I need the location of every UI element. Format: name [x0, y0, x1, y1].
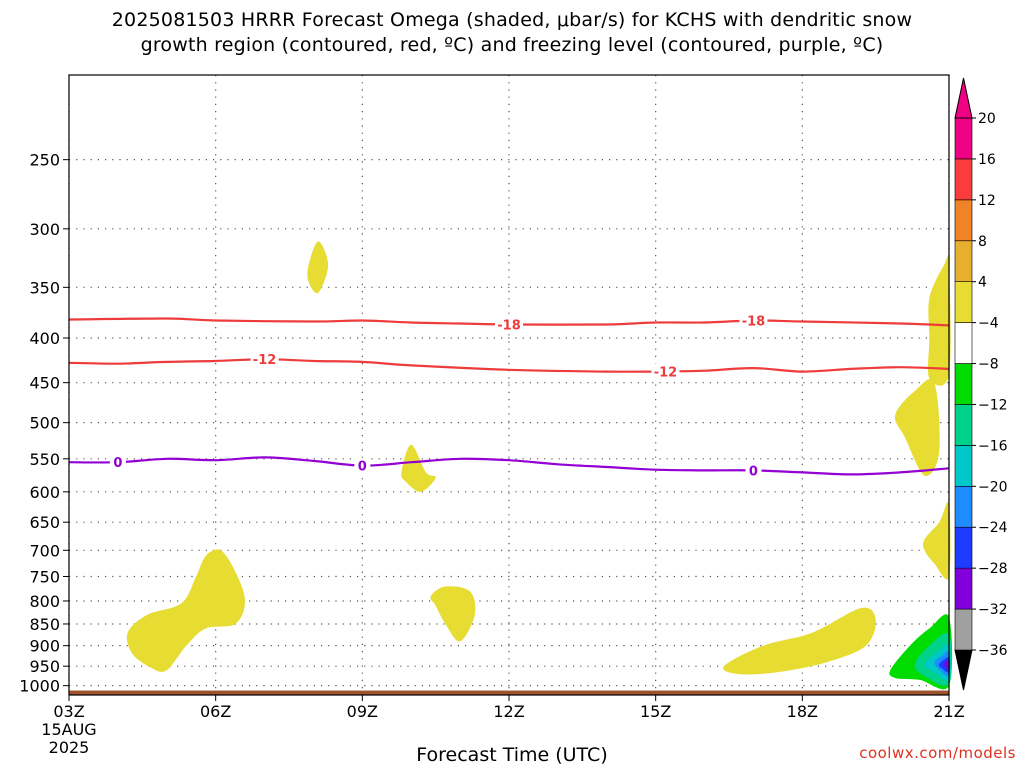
- x-tick-date: 15AUG: [41, 720, 96, 739]
- chart-title-line2: growth region (contoured, red, ºC) and f…: [140, 34, 884, 56]
- dgz-contour--12: [68, 358, 950, 373]
- dgz-label-bg--12-0: [250, 351, 279, 368]
- y-tick-label-350: 350: [29, 278, 60, 297]
- colorbar-label-8: 8: [978, 234, 987, 250]
- colorbar-label--16: −16: [978, 438, 1008, 454]
- freezing-label-2: 0: [749, 464, 758, 479]
- y-tick-label-300: 300: [29, 220, 60, 239]
- y-tick-label-900: 900: [29, 637, 60, 656]
- freezing-contour-0: [68, 456, 950, 476]
- colorbar-segment-3: [954, 486, 973, 528]
- dgz-label--18-0: -18: [497, 318, 521, 333]
- omega-region-14: [944, 659, 950, 670]
- colorbar-bottom-triangle: [954, 649, 973, 691]
- chart-title: 2025081503 HRRR Forecast Omega (shaded, …: [0, 8, 1024, 58]
- freezing-label-1: 0: [358, 460, 367, 475]
- omega-region-5: [894, 378, 940, 477]
- omega-region-7: [927, 255, 951, 386]
- x-axis-label: Forecast Time (UTC): [416, 744, 608, 766]
- y-tick-label-600: 600: [29, 483, 60, 502]
- x-tick-label-12Z: 12Z: [493, 702, 524, 721]
- x-tick-label-15Z: 15Z: [640, 702, 671, 721]
- y-axis-ticks: 250 300 350 400 450 500 550 600 650 700 750 800 850 9…: [19, 151, 69, 696]
- colorbar-label-16: 16: [978, 152, 996, 168]
- freezing-label-bg-0: [109, 454, 126, 471]
- colorbar-label--12: −12: [978, 397, 1008, 413]
- omega-region-4: [723, 607, 876, 675]
- freezing-label-0: 0: [113, 456, 122, 471]
- colorbar-label--24: −24: [978, 520, 1008, 536]
- grid: [68, 75, 950, 695]
- y-tick-label-500: 500: [29, 414, 60, 433]
- colorbar-label--32: −32: [978, 602, 1008, 618]
- dgz-label--12-0: -12: [253, 353, 277, 368]
- colorbar-label--4: −4: [978, 316, 999, 332]
- dgz-label-bg--18-1: [739, 312, 768, 329]
- omega-region-1: [307, 241, 329, 294]
- y-tick-label-250: 250: [29, 151, 60, 170]
- freezing-label-bg-1: [354, 457, 371, 474]
- y-tick-label-650: 650: [29, 513, 60, 532]
- omega-region-2: [401, 444, 436, 492]
- dgz-label--12-1: -12: [654, 365, 678, 380]
- omega-shading: [126, 241, 953, 690]
- dgz-label-bg--18-0: [495, 316, 523, 333]
- y-tick-label-700: 700: [29, 541, 60, 560]
- colorbar-segment-5: [954, 404, 973, 446]
- x-tick-label-18Z: 18Z: [787, 702, 818, 721]
- y-tick-label-750: 750: [29, 567, 60, 586]
- colorbar-label-4: 4: [978, 275, 987, 291]
- colorbar-label--36: −36: [978, 643, 1008, 659]
- omega-region-0: [126, 549, 245, 672]
- y-tick-label-400: 400: [29, 329, 60, 348]
- colorbar-segment-11: [954, 158, 973, 201]
- colorbar-segment-2: [954, 526, 973, 569]
- colorbar-segment-0: [954, 608, 973, 651]
- colorbar-segment-10: [954, 199, 973, 242]
- colorbar-label-12: 12: [978, 193, 996, 209]
- y-tick-label-950: 950: [29, 657, 60, 676]
- colorbar-segment-8: [954, 281, 973, 323]
- dgz-label-bg--12-1: [651, 363, 680, 380]
- colorbar-label--28: −28: [978, 561, 1008, 577]
- colorbar-segment-6: [954, 363, 973, 405]
- colorbar-top-triangle: [954, 77, 973, 119]
- y-tick-label-800: 800: [29, 592, 60, 611]
- omega-region-6: [923, 502, 951, 580]
- freezing-label-bg-2: [745, 462, 762, 479]
- y-tick-label-1000: 1000: [19, 677, 60, 696]
- omega-region-3: [430, 586, 476, 642]
- dgz-label--18-1: -18: [742, 315, 766, 330]
- credit-link[interactable]: coolwx.com/models: [859, 744, 1016, 762]
- colorbar-label--20: −20: [978, 479, 1008, 495]
- x-tick-year: 2025: [49, 738, 90, 757]
- x-tick-label-06Z: 06Z: [200, 702, 231, 721]
- colorbar-segment-7: [954, 322, 973, 364]
- colorbar: −36 −32 −28 −24 −20 −16 −12 −8 −4 4 8 12 16 20: [954, 77, 1008, 691]
- chart-title-line1: 2025081503 HRRR Forecast Omega (shaded, …: [111, 9, 913, 31]
- colorbar-label-20: 20: [978, 111, 996, 127]
- temperature-contours: -18 -18 -12 -12 0 0 0: [68, 312, 950, 479]
- colorbar-segment-4: [954, 445, 973, 487]
- ground-fill: [69, 690, 949, 695]
- y-tick-label-550: 550: [29, 450, 60, 469]
- ground-layer: [69, 690, 949, 695]
- x-tick-label-03Z: 03Z: [53, 702, 84, 721]
- colorbar-label--8: −8: [978, 357, 999, 373]
- x-tick-label-21Z: 21Z: [933, 702, 964, 721]
- colorbar-segment-12: [954, 117, 973, 160]
- colorbar-segment-9: [954, 240, 973, 282]
- colorbar-segment-1: [954, 567, 973, 610]
- x-tick-label-09Z: 09Z: [347, 702, 378, 721]
- y-tick-label-450: 450: [29, 374, 60, 393]
- y-tick-label-850: 850: [29, 615, 60, 634]
